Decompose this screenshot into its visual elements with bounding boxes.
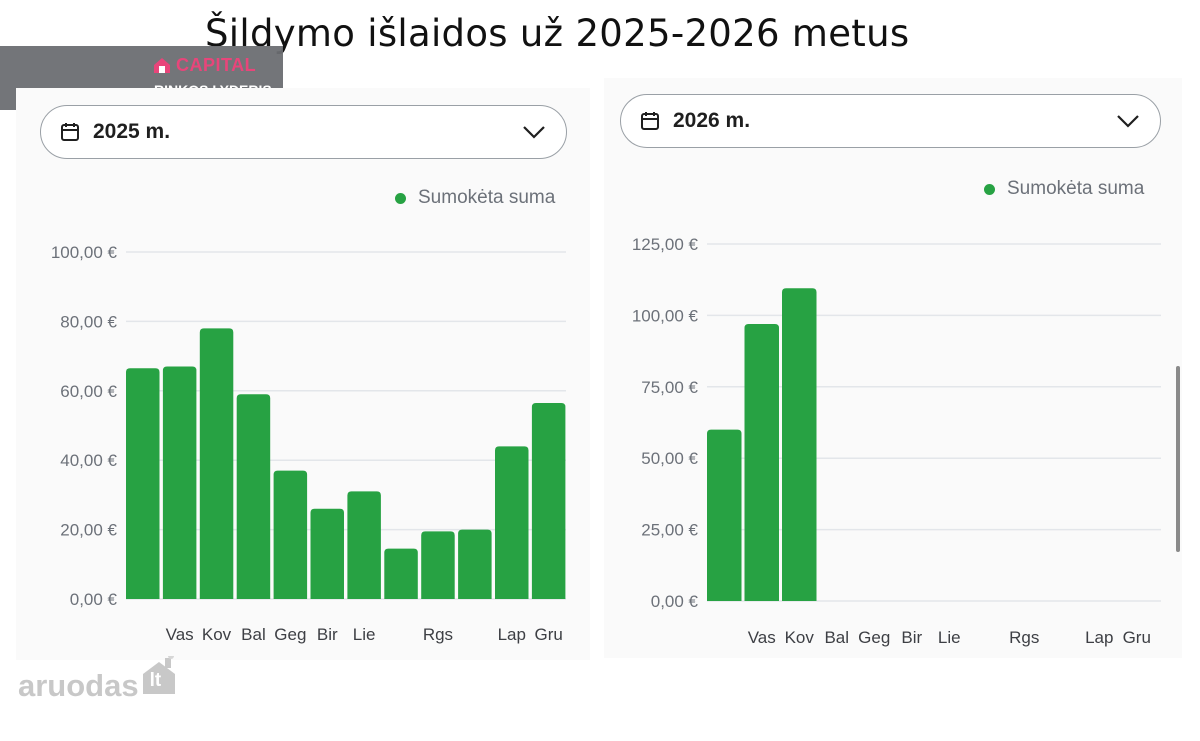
bar[interactable] xyxy=(707,429,742,601)
y-tick-label: 40,00 € xyxy=(60,451,117,470)
chart-legend-2026: Sumokėta suma xyxy=(984,178,1144,200)
bar[interactable] xyxy=(458,529,492,599)
scrollbar[interactable] xyxy=(1176,366,1180,552)
y-tick-label: 0,00 € xyxy=(651,592,699,611)
brand-logo-text: CAPITAL xyxy=(176,54,257,75)
watermark-logo: aruodas lt xyxy=(18,656,177,704)
x-tick-label: Kov xyxy=(202,625,232,644)
x-tick-label: Bir xyxy=(317,625,338,644)
page-title: Šildymo išlaidos už 2025-2026 metus xyxy=(205,12,910,55)
bar[interactable] xyxy=(744,323,780,601)
chevron-down-icon xyxy=(1116,114,1140,128)
y-tick-label: 0,00 € xyxy=(70,590,118,609)
y-tick-label: 100,00 € xyxy=(632,306,699,325)
calendar-icon xyxy=(639,110,661,132)
panel-2026 xyxy=(604,78,1182,658)
bar[interactable] xyxy=(126,368,160,599)
brand-house-icon xyxy=(154,58,170,73)
y-tick-label: 125,00 € xyxy=(632,235,699,254)
x-tick-label: Lie xyxy=(938,628,961,647)
x-tick-label: Gru xyxy=(534,625,562,644)
x-tick-label: Kov xyxy=(785,628,815,647)
x-tick-label: Bal xyxy=(241,625,266,644)
y-tick-label: 60,00 € xyxy=(60,382,117,401)
bar[interactable] xyxy=(384,548,418,599)
bar[interactable] xyxy=(162,366,197,599)
x-tick-label: Bal xyxy=(824,628,849,647)
y-tick-label: 75,00 € xyxy=(641,378,698,397)
bar[interactable] xyxy=(273,470,308,599)
y-tick-label: 80,00 € xyxy=(60,312,117,331)
bar[interactable] xyxy=(199,328,234,599)
legend-dot xyxy=(984,183,995,195)
y-tick-label: 100,00 € xyxy=(51,243,118,262)
x-tick-label: Lap xyxy=(1085,628,1113,647)
y-tick-label: 20,00 € xyxy=(60,521,117,540)
legend-label: Sumokėta suma xyxy=(418,187,556,208)
bar[interactable] xyxy=(347,491,381,599)
chevron-down-icon xyxy=(522,125,546,139)
x-tick-label: Rgs xyxy=(1009,628,1039,647)
bar[interactable] xyxy=(495,446,529,599)
y-tick-label: 25,00 € xyxy=(641,521,698,540)
x-tick-label: Rgs xyxy=(423,625,453,644)
bar[interactable] xyxy=(531,402,566,599)
bar[interactable] xyxy=(782,288,817,601)
chart-legend-2025: Sumokėta suma xyxy=(395,187,555,209)
calendar-icon xyxy=(59,121,81,143)
x-tick-label: Lap xyxy=(498,625,526,644)
year-select-2026[interactable]: 2026 m. xyxy=(620,94,1161,148)
year-select-2025[interactable]: 2025 m. xyxy=(40,105,567,159)
x-tick-label: Vas xyxy=(166,625,194,644)
year-select-label: 2025 m. xyxy=(93,120,171,143)
x-tick-label: Lie xyxy=(353,625,376,644)
watermark-text: aruodas xyxy=(18,668,139,703)
watermark-suffix: lt xyxy=(149,670,162,691)
legend-dot xyxy=(395,192,406,204)
legend-label: Sumokėta suma xyxy=(1007,178,1145,199)
x-tick-label: Vas xyxy=(748,628,776,647)
x-tick-label: Bir xyxy=(901,628,922,647)
watermark-house-icon: lt xyxy=(141,656,177,704)
x-tick-label: Geg xyxy=(274,625,306,644)
brand-logo: CAPITAL xyxy=(152,54,256,76)
bar[interactable] xyxy=(310,508,345,599)
y-tick-label: 50,00 € xyxy=(641,449,698,468)
year-select-label: 2026 m. xyxy=(673,109,751,132)
x-tick-label: Geg xyxy=(858,628,890,647)
bar[interactable] xyxy=(236,394,271,599)
x-tick-label: Gru xyxy=(1123,628,1151,647)
bar[interactable] xyxy=(421,531,455,599)
